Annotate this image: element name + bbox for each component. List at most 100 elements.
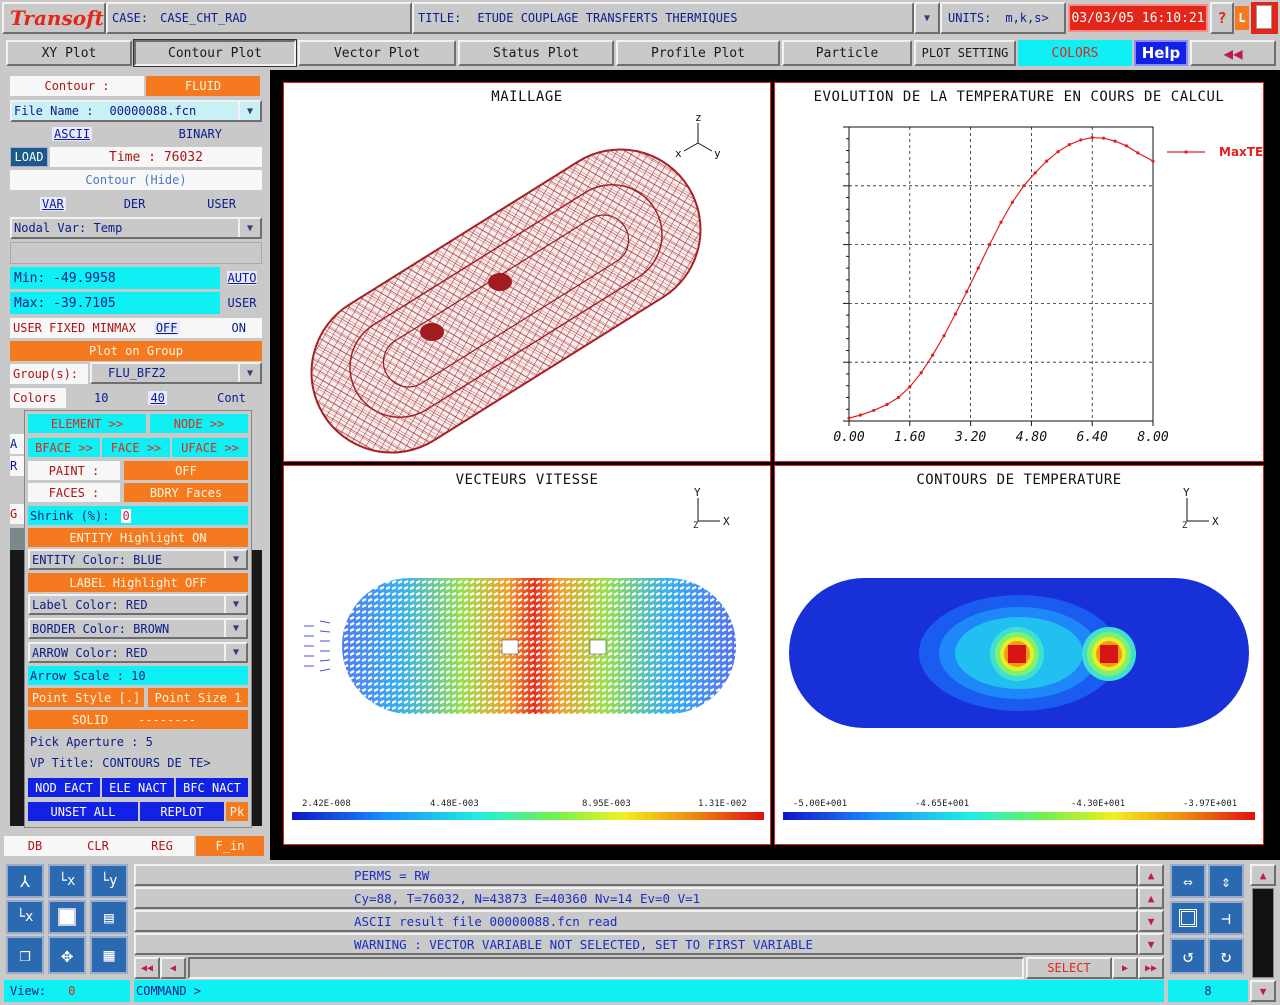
units-field[interactable]: UNITS: m,k,s> (940, 2, 1066, 34)
title-field[interactable]: TITLE: ETUDE COUPLAGE TRANSFERTS THERMIQ… (412, 2, 914, 34)
border-color-select[interactable]: BORDER Color: BROWN ▼ (28, 618, 248, 639)
viewport-evolution[interactable]: EVOLUTION DE LA TEMPERATURE EN COURS DE … (774, 82, 1264, 462)
fit-height-button[interactable]: ⇕ (1208, 864, 1244, 898)
pk-button[interactable]: Pk (226, 802, 248, 821)
element-button[interactable]: ELEMENT >> (28, 414, 146, 433)
vp-title-field[interactable]: VP Title: CONTOURS DE TE> (28, 753, 248, 772)
nod-eact-button[interactable]: NOD EACT (28, 778, 100, 797)
scroll-top-button[interactable]: ▲ (1138, 864, 1164, 886)
history-last-button[interactable]: ▶▶ (1138, 957, 1164, 979)
colors-40-option[interactable]: 40 (148, 391, 167, 405)
unset-all-button[interactable]: UNSET ALL (28, 802, 138, 821)
viewport-contours[interactable]: CONTOURS DE TEMPERATURE (774, 465, 1264, 845)
rotate-ccw-button[interactable]: ↺ (1170, 938, 1206, 974)
entity-color-select[interactable]: ENTITY Color: BLUE ▼ (28, 549, 248, 570)
colors-10-option[interactable]: 10 (94, 391, 109, 405)
label-highlight-toggle[interactable]: LABEL Highlight OFF (28, 573, 248, 592)
colors-cont-option[interactable]: Cont (217, 391, 246, 405)
arrow-color-select[interactable]: ARROW Color: RED ▼ (28, 642, 248, 663)
rotate-axis-button[interactable]: ⊣ (1208, 901, 1244, 935)
viewport-vecteurs[interactable]: VECTEURS VITESSE (283, 465, 771, 845)
scrollbar-up-button[interactable]: ▲ (1250, 864, 1276, 886)
min-field[interactable]: Min: -49.9958 (10, 267, 220, 289)
bfc-nact-button[interactable]: BFC NACT (176, 778, 248, 797)
view-grid-button[interactable]: ▦ (90, 936, 128, 974)
load-button[interactable]: LOAD (10, 147, 48, 167)
max-field[interactable]: Max: -39.7105 (10, 292, 220, 314)
rotate-cw-button[interactable]: ↻ (1208, 938, 1244, 974)
scrollbar-track[interactable] (1252, 888, 1274, 978)
shrink-field[interactable]: Shrink (%): 0 (28, 506, 248, 525)
pick-aperture-field[interactable]: Pick Aperture : 5 (28, 732, 248, 751)
faces-toggle[interactable]: BDRY Faces (124, 483, 248, 502)
auto-button[interactable]: AUTO (222, 267, 262, 289)
tab-plot-setting[interactable]: PLOT SETTING (914, 40, 1016, 66)
view-zy-button[interactable]: └y (90, 864, 128, 898)
groups-select[interactable]: FLU_BFZ2 ▼ (90, 362, 262, 384)
reg-button[interactable]: REG (130, 836, 194, 856)
user-option[interactable]: USER (207, 197, 236, 211)
help-button[interactable]: Help (1134, 40, 1188, 66)
binary-option[interactable]: BINARY (178, 127, 222, 141)
tab-particle[interactable]: Particle (782, 40, 912, 66)
tab-colors[interactable]: COLORS (1018, 40, 1132, 66)
case-field[interactable]: CASE: CASE_CHT_RAD (106, 2, 412, 34)
ascii-option[interactable]: ASCII (52, 127, 93, 141)
scrollbar-down-button[interactable]: ▼ (1250, 980, 1276, 1002)
history-next-button[interactable]: ▶ (1112, 957, 1138, 979)
contour-hide-toggle[interactable]: Contour (Hide) (10, 170, 262, 190)
plot-on-group-button[interactable]: Plot on Group (10, 341, 262, 361)
contour-target-button[interactable]: FLUID (146, 76, 260, 96)
scroll-down-button[interactable]: ▼ (1138, 910, 1164, 932)
scroll-up-button[interactable]: ▲ (1138, 887, 1164, 909)
tab-profile-plot[interactable]: Profile Plot (616, 40, 780, 66)
history-prev-button[interactable]: ◀ (160, 957, 186, 979)
fin-button[interactable]: F_in (196, 836, 264, 856)
db-button[interactable]: DB (4, 836, 66, 856)
fixed-off-option[interactable]: OFF (153, 321, 180, 335)
view-frame-button[interactable] (48, 900, 86, 934)
point-size-button[interactable]: Point Size 1 (148, 688, 248, 707)
lock-button[interactable]: L (1235, 6, 1249, 30)
arrow-scale-field[interactable]: Arrow Scale : 10 (28, 666, 248, 685)
uface-button[interactable]: UFACE >> (172, 438, 248, 457)
vertical-scrollbar[interactable]: ▲ ▼ (1250, 864, 1276, 1002)
nodal-var-select[interactable]: Nodal Var: Temp ▼ (10, 217, 262, 239)
view-yx-button[interactable]: └x (6, 900, 44, 934)
face-button[interactable]: FACE >> (102, 438, 170, 457)
entity-highlight-toggle[interactable]: ENTITY Highlight ON (28, 528, 248, 547)
tab-vector-plot[interactable]: Vector Plot (298, 40, 456, 66)
view-cube-button[interactable]: ❒ (6, 936, 44, 974)
bface-button[interactable]: BFACE >> (28, 438, 100, 457)
viewport-maillage[interactable]: MAILLAGE (283, 82, 771, 462)
tab-status-plot[interactable]: Status Plot (458, 40, 614, 66)
history-first-button[interactable]: ◀◀ (134, 957, 160, 979)
var-option[interactable]: VAR (40, 197, 66, 211)
file-name-field[interactable]: File Name : 00000088.fcn ▼ (10, 100, 262, 122)
select-button[interactable]: SELECT (1026, 957, 1112, 979)
zoom-box-button[interactable] (1170, 901, 1206, 935)
scroll-bottom-button[interactable]: ▼ (1138, 933, 1164, 955)
node-button[interactable]: NODE >> (150, 414, 248, 433)
view-print-button[interactable]: ▤ (90, 900, 128, 934)
tab-contour-plot[interactable]: Contour Plot (133, 39, 297, 67)
view-pan-button[interactable]: ✥ (48, 936, 86, 974)
view-zx-button[interactable]: └x (48, 864, 86, 898)
tab-xy-plot[interactable]: XY Plot (6, 40, 132, 66)
label-color-select[interactable]: Label Color: RED ▼ (28, 594, 248, 615)
der-option[interactable]: DER (123, 197, 146, 211)
fixed-on-option[interactable]: ON (231, 321, 246, 335)
user-range-button[interactable]: USER (222, 292, 262, 314)
line-style-row[interactable]: SOLID -------- (28, 710, 248, 729)
collapse-left-button[interactable]: ◀◀ (1190, 40, 1276, 66)
clr-button[interactable]: CLR (66, 836, 130, 856)
graphics-area[interactable]: MAILLAGE (270, 70, 1280, 860)
title-dropdown[interactable]: ▼ (914, 2, 940, 34)
replot-button[interactable]: REPLOT (140, 802, 224, 821)
fit-width-button[interactable]: ⇔ (1170, 864, 1206, 898)
paint-toggle[interactable]: OFF (124, 461, 248, 480)
ele-nact-button[interactable]: ELE NACT (102, 778, 174, 797)
history-field[interactable] (188, 957, 1024, 979)
command-input[interactable]: COMMAND > (134, 980, 1164, 1002)
view-iso-button[interactable]: ⅄ (6, 864, 44, 898)
